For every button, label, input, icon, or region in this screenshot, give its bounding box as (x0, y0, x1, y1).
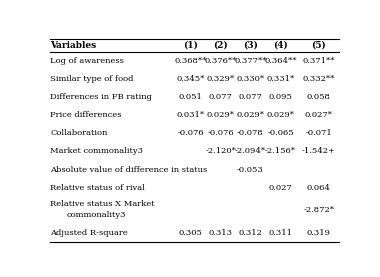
Text: Log of awareness: Log of awareness (51, 57, 124, 65)
Text: 0.029*: 0.029* (207, 111, 235, 119)
Text: -2.872*: -2.872* (303, 206, 334, 214)
Text: -0.076: -0.076 (177, 129, 204, 137)
Text: (3): (3) (243, 41, 258, 50)
Text: -0.076: -0.076 (207, 129, 234, 137)
Text: -2.156*: -2.156* (265, 147, 296, 155)
Text: 0.364**: 0.364** (264, 57, 297, 65)
Text: 0.077: 0.077 (239, 93, 262, 101)
Text: Market commonality3: Market commonality3 (51, 147, 143, 155)
Text: Relative status of rival: Relative status of rival (51, 184, 145, 192)
Text: -2.094*: -2.094* (235, 147, 266, 155)
Text: (1): (1) (183, 41, 198, 50)
Text: 0.305: 0.305 (179, 229, 203, 237)
Text: Absolute value of difference in status: Absolute value of difference in status (51, 166, 208, 173)
Text: (5): (5) (311, 41, 326, 50)
Text: 0.051: 0.051 (179, 93, 203, 101)
Text: Relative status X Market: Relative status X Market (51, 200, 155, 208)
Text: commonality3: commonality3 (66, 211, 126, 219)
Text: Variables: Variables (51, 41, 97, 50)
Text: 0.058: 0.058 (307, 93, 331, 101)
Text: -0.053: -0.053 (237, 166, 264, 173)
Text: 0.332**: 0.332** (302, 75, 335, 83)
Text: -2.120*: -2.120* (205, 147, 236, 155)
Text: -0.078: -0.078 (237, 129, 264, 137)
Text: Price differences: Price differences (51, 111, 122, 119)
Text: 0.031*: 0.031* (177, 111, 205, 119)
Text: Collaboration: Collaboration (51, 129, 108, 137)
Text: 0.077: 0.077 (209, 93, 233, 101)
Text: (2): (2) (213, 41, 228, 50)
Text: -0.071: -0.071 (306, 129, 332, 137)
Text: 0.345*: 0.345* (176, 75, 205, 83)
Text: 0.319: 0.319 (307, 229, 331, 237)
Text: 0.027: 0.027 (269, 184, 292, 192)
Text: 0.064: 0.064 (307, 184, 331, 192)
Text: 0.029*: 0.029* (236, 111, 264, 119)
Text: 0.329*: 0.329* (207, 75, 235, 83)
Text: -1.542+: -1.542+ (302, 147, 336, 155)
Text: 0.331*: 0.331* (266, 75, 294, 83)
Text: Differences in FB rating: Differences in FB rating (51, 93, 152, 101)
Text: 0.312: 0.312 (239, 229, 262, 237)
Text: 0.376**: 0.376** (204, 57, 237, 65)
Text: 0.377**: 0.377** (234, 57, 267, 65)
Text: 0.371**: 0.371** (302, 57, 335, 65)
Text: (4): (4) (273, 41, 288, 50)
Text: 0.368**: 0.368** (174, 57, 207, 65)
Text: Similar type of food: Similar type of food (51, 75, 134, 83)
Text: 0.027*: 0.027* (305, 111, 333, 119)
Text: 0.330*: 0.330* (236, 75, 264, 83)
Text: 0.311: 0.311 (268, 229, 293, 237)
Text: 0.313: 0.313 (209, 229, 233, 237)
Text: -0.065: -0.065 (267, 129, 294, 137)
Text: 0.095: 0.095 (269, 93, 292, 101)
Text: Adjusted R-square: Adjusted R-square (51, 229, 128, 237)
Text: 0.029*: 0.029* (266, 111, 294, 119)
